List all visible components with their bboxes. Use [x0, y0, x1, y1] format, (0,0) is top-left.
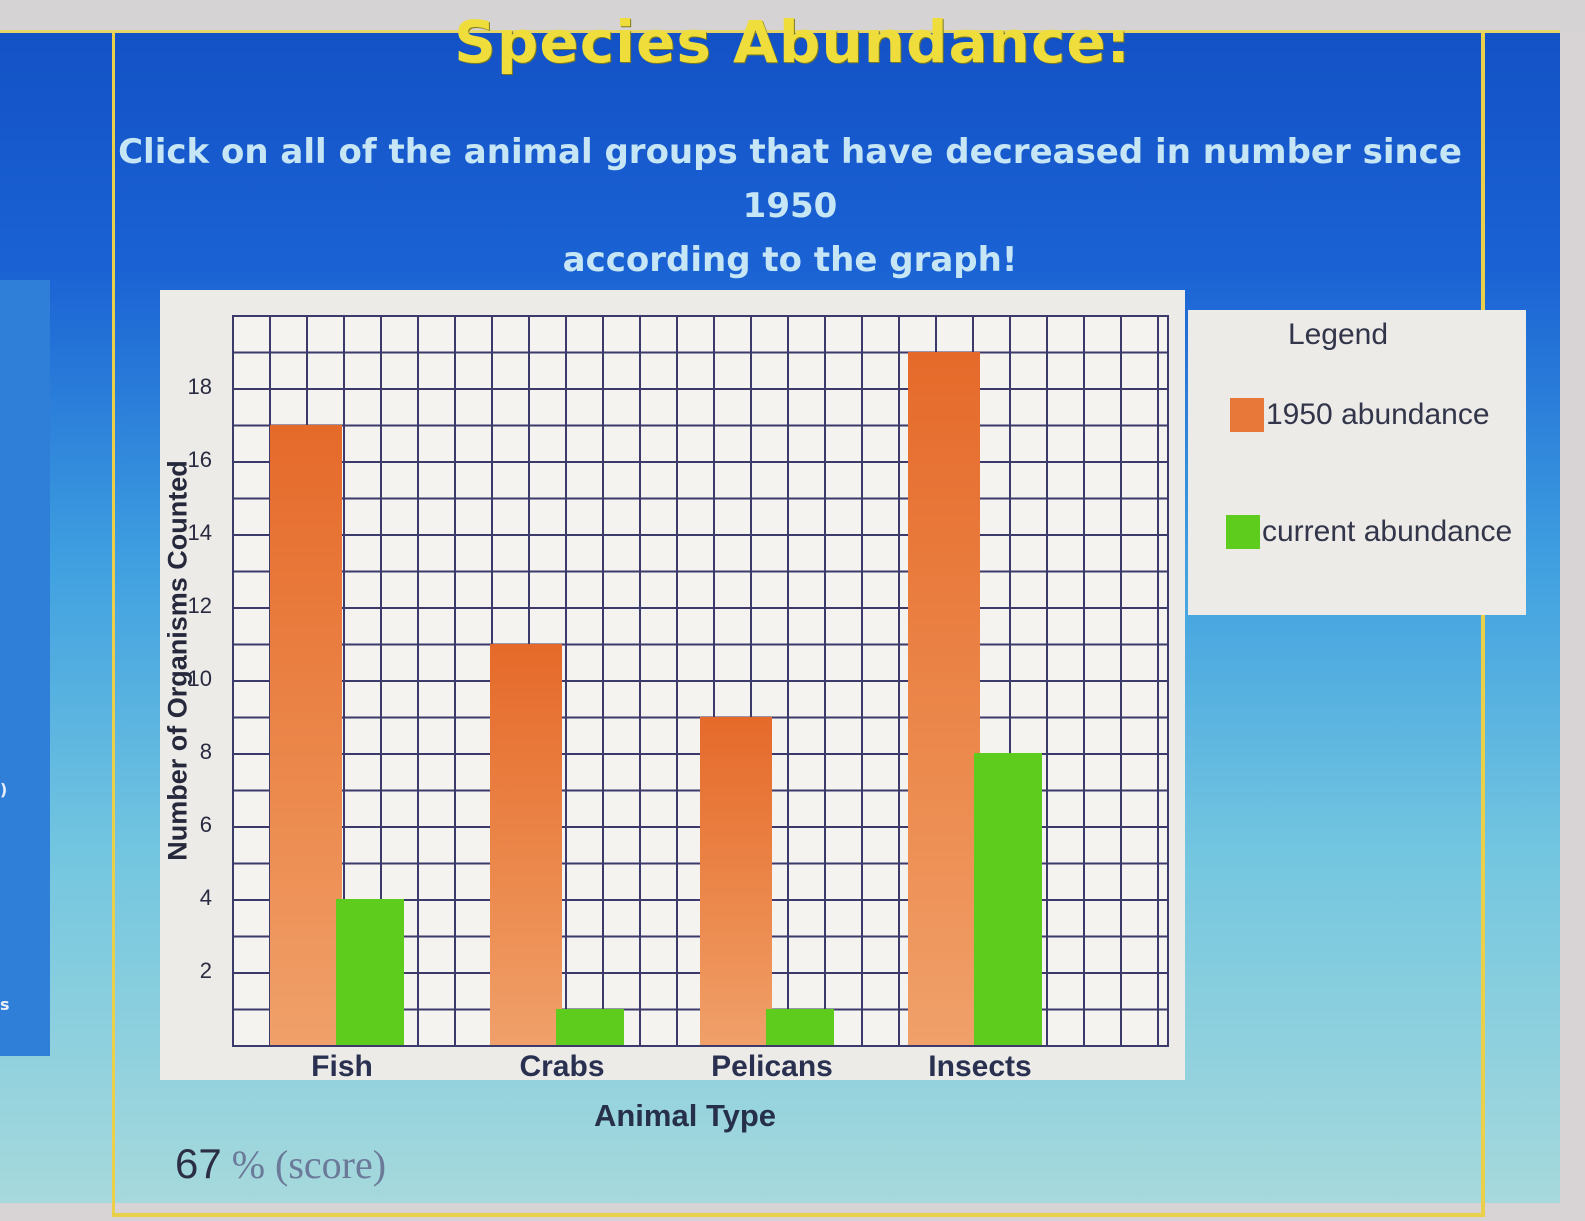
- top-strip: [0, 0, 1585, 30]
- legend-swatch-current: [1226, 515, 1260, 549]
- y-tick-label: 14: [187, 520, 212, 545]
- category-label-crabs[interactable]: Crabs: [519, 1050, 605, 1083]
- bar-pelicans-1950[interactable]: [700, 716, 772, 1045]
- y-tick-label: 4: [199, 885, 212, 910]
- left-side-panel: ) s: [0, 280, 50, 1056]
- bar-fish-current[interactable]: [336, 899, 404, 1045]
- legend: Legend 1950 abundance current abundance: [1188, 310, 1526, 615]
- legend-item-current: current abundance: [1226, 515, 1512, 549]
- legend-label: 1950 abundance: [1266, 398, 1490, 431]
- legend-swatch-1950: [1230, 398, 1264, 432]
- bar-fish-1950[interactable]: [270, 424, 342, 1045]
- bar-insects-1950[interactable]: [908, 351, 980, 1045]
- y-tick-label: 10: [187, 666, 212, 691]
- instructions: Click on all of the animal groups that h…: [90, 125, 1490, 287]
- instructions-line-2: according to the graph!: [562, 240, 1018, 280]
- bar-crabs-1950[interactable]: [490, 643, 562, 1045]
- y-tick-label: 12: [187, 593, 212, 618]
- legend-item-1950: 1950 abundance: [1230, 398, 1490, 432]
- y-tick-label: 8: [199, 739, 212, 764]
- x-axis-label: Animal Type: [593, 1098, 777, 1133]
- bar-crabs-current[interactable]: [556, 1008, 624, 1045]
- score-unit: % (score): [231, 1142, 387, 1187]
- y-tick-label: 6: [199, 812, 212, 837]
- left-panel-fragment: s: [0, 995, 10, 1014]
- score-value: 67: [175, 1140, 222, 1187]
- category-label-pelicans[interactable]: Pelicans: [711, 1050, 833, 1083]
- bar-pelicans-current[interactable]: [766, 1008, 834, 1045]
- category-label-fish[interactable]: Fish: [311, 1050, 373, 1083]
- category-label-insects[interactable]: Insects: [928, 1050, 1032, 1083]
- page-title: Species Abundance:: [454, 8, 1131, 76]
- bar-insects-current[interactable]: [974, 753, 1042, 1045]
- legend-label: current abundance: [1262, 515, 1513, 548]
- score-display: 67 % (score): [175, 1140, 386, 1188]
- legend-title: Legend: [1287, 318, 1389, 351]
- y-tick-label: 2: [199, 958, 212, 983]
- instructions-line-1: Click on all of the animal groups that h…: [118, 132, 1462, 226]
- y-tick-label: 16: [187, 447, 212, 472]
- left-panel-fragment: ): [0, 780, 8, 799]
- y-tick-label: 18: [187, 374, 212, 399]
- chart-area: Number of Organisms Counted 2 4 6 8 10 12 14 16…: [160, 290, 1185, 1083]
- chart-grid: [232, 315, 1169, 1047]
